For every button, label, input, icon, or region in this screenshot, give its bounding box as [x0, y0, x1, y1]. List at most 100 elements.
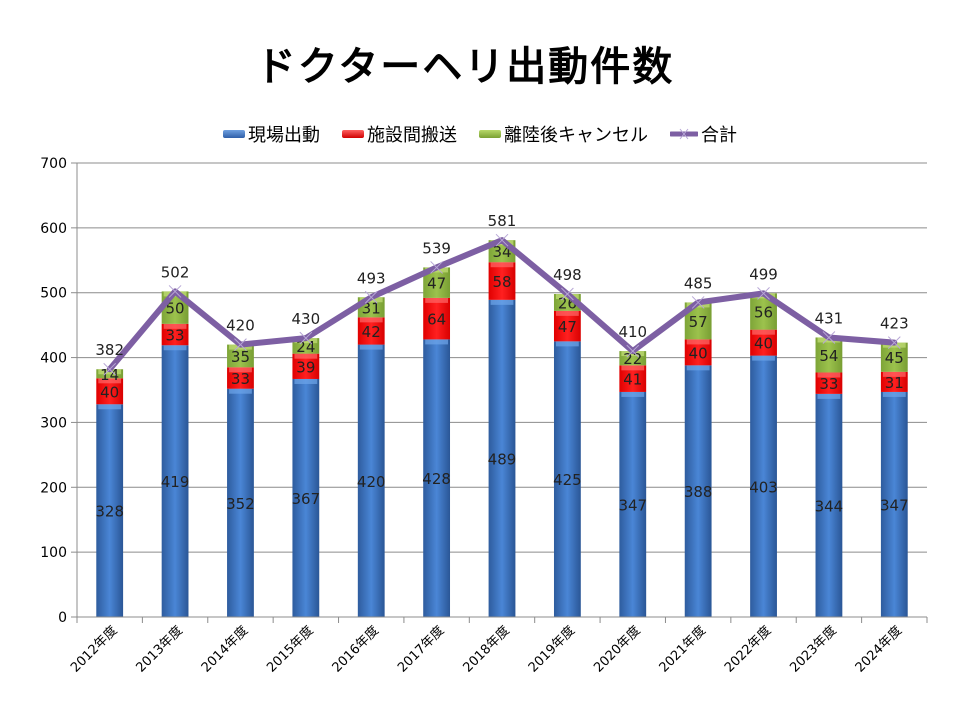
bar-segment-highlight — [163, 323, 187, 329]
data-label: 403 — [749, 478, 778, 496]
marker-stroke — [234, 338, 247, 351]
data-label: 347 — [880, 496, 909, 514]
x-tick-label: 2018年度 — [460, 623, 513, 676]
bar-segment — [488, 299, 516, 617]
legend-label-field-dispatch: 現場出動 — [248, 125, 320, 146]
total-label: 485 — [684, 274, 713, 292]
x-tick-label: 2023年度 — [787, 623, 840, 676]
bar-segment-highlight — [425, 297, 449, 303]
total-label: 382 — [95, 341, 124, 359]
total-marker — [299, 331, 313, 345]
legend-label-cancel: 離陸後キャンセル — [504, 125, 648, 146]
bar-segment-highlight — [555, 341, 579, 347]
total-label: 420 — [226, 317, 255, 335]
bar-segment-highlight — [752, 355, 775, 361]
bar-segment-highlight — [621, 365, 645, 371]
data-label: 40 — [100, 383, 119, 401]
legend-item-total: 合計 — [670, 121, 737, 147]
bar-segment-highlight — [686, 339, 710, 345]
data-label: 419 — [161, 473, 190, 491]
bar-segment-highlight — [163, 345, 187, 351]
bar-segment — [227, 344, 254, 368]
bar-segment — [553, 310, 581, 342]
x-tick-label: 2013年度 — [133, 623, 186, 676]
x-tick-label: 2014年度 — [198, 623, 251, 676]
bar-segment-highlight — [882, 391, 906, 397]
marker-stroke — [299, 331, 313, 345]
data-label: 35 — [231, 348, 250, 366]
data-label: 50 — [166, 300, 185, 318]
bar-segment-highlight — [555, 310, 579, 316]
total-marker — [822, 331, 836, 344]
bar-segment-highlight — [817, 372, 841, 378]
bar-segment — [161, 323, 189, 346]
y-tick-label: 700 — [40, 156, 67, 172]
data-label: 40 — [689, 344, 708, 362]
data-label: 388 — [684, 483, 713, 501]
total-marker — [626, 344, 640, 358]
total-marker — [887, 336, 901, 350]
total-label: 499 — [749, 265, 778, 283]
y-tick-label: 100 — [40, 545, 67, 561]
bar-segment-highlight — [294, 353, 318, 359]
bar-segment — [96, 404, 124, 617]
data-label: 57 — [689, 313, 708, 331]
data-label: 352 — [226, 495, 255, 513]
x-tick-label: 2020年度 — [590, 623, 643, 676]
data-label: 33 — [166, 327, 185, 345]
bar-segment — [553, 341, 581, 617]
total-label: 430 — [292, 310, 321, 328]
bar-segment — [619, 391, 647, 617]
total-label: 410 — [618, 323, 647, 341]
bar-segment — [292, 378, 320, 617]
legend: 現場出動 施設間搬送 離陸後キャンセル 合計 — [0, 121, 960, 147]
x-tick-label: 2022年度 — [721, 623, 774, 676]
legend-item-cancel: 離陸後キャンセル — [479, 121, 648, 147]
marker-stroke — [103, 362, 117, 376]
bar-segment — [684, 365, 712, 617]
legend-swatch-inter-facility — [342, 130, 364, 138]
data-label: 47 — [558, 318, 577, 336]
marker-stroke — [887, 336, 901, 350]
total-marker — [691, 296, 705, 309]
x-tick-label: 2021年度 — [656, 623, 709, 676]
bar-segment-highlight — [882, 371, 906, 377]
y-tick-label: 400 — [40, 351, 67, 367]
total-marker — [757, 287, 770, 300]
marker-stroke — [757, 287, 770, 300]
data-label: 45 — [885, 349, 904, 367]
total-label: 493 — [357, 269, 386, 287]
total-marker — [168, 285, 182, 298]
bar-segment — [227, 367, 254, 389]
bar-segment — [880, 391, 908, 617]
total-marker — [364, 290, 378, 304]
legend-label-inter-facility: 施設間搬送 — [367, 125, 457, 146]
x-tick-label: 2012年度 — [67, 623, 120, 676]
data-label: 39 — [296, 358, 315, 376]
total-marker — [561, 287, 574, 301]
x-tick-label: 2024年度 — [852, 623, 905, 676]
data-label: 328 — [95, 503, 124, 521]
data-label: 54 — [819, 347, 838, 365]
total-marker — [103, 362, 117, 376]
marker-stroke — [430, 261, 443, 274]
data-label: 425 — [553, 471, 582, 489]
bar-segment-highlight — [98, 378, 122, 384]
data-label: 58 — [492, 273, 511, 291]
chart-title: ドクターヘリ出動件数 — [255, 44, 675, 90]
bar-segment-highlight — [294, 378, 318, 384]
data-label: 56 — [754, 304, 773, 322]
bar-segment — [815, 393, 843, 617]
data-label: 64 — [427, 311, 446, 329]
marker-stroke — [691, 296, 705, 309]
y-tick-label: 300 — [40, 415, 67, 431]
data-label: 33 — [231, 370, 250, 388]
data-label: 31 — [885, 374, 904, 392]
data-label: 347 — [618, 496, 647, 514]
bar-segment-highlight — [621, 391, 645, 397]
x-tick-label: 2016年度 — [329, 623, 382, 676]
bar-segment — [423, 339, 451, 617]
legend-swatch-total — [670, 128, 698, 140]
bar-segment — [161, 345, 189, 617]
bar-segment-highlight — [817, 393, 841, 399]
